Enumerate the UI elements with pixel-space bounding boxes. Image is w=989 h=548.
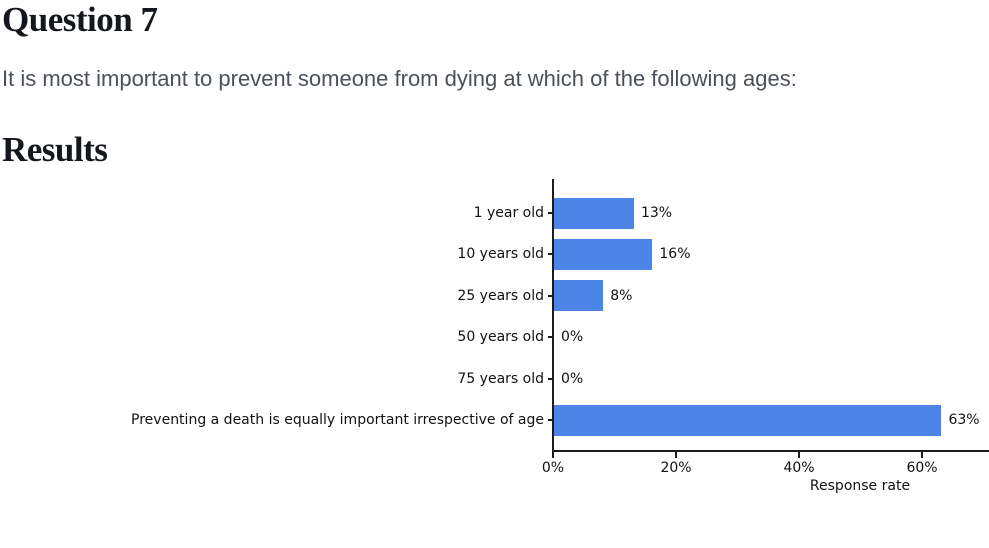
bar xyxy=(554,404,942,436)
results-title: Results xyxy=(2,130,108,169)
bar-value-label: 13% xyxy=(640,205,673,221)
category-label: 25 years old xyxy=(457,287,544,304)
y-tick-mark xyxy=(548,377,552,380)
x-tick-label: 20% xyxy=(660,460,692,476)
y-axis-line xyxy=(552,179,554,452)
category-label: 50 years old xyxy=(457,329,544,346)
x-axis-title: Response rate xyxy=(809,478,911,494)
y-tick-mark xyxy=(548,253,552,256)
bar xyxy=(554,238,653,270)
category-label: 75 years old xyxy=(457,370,544,387)
y-tick-mark xyxy=(548,212,552,214)
x-tick-label: 60% xyxy=(906,460,938,476)
bar-value-label: 16% xyxy=(659,246,691,263)
category-label: Preventing a death is equally important … xyxy=(131,412,544,428)
category-label: 1 year old xyxy=(473,205,544,221)
question-text: It is most important to prevent someone … xyxy=(2,66,797,91)
bar-value-label: 8% xyxy=(610,287,633,304)
y-tick-mark xyxy=(548,419,552,421)
bar-value-label: 63% xyxy=(948,412,980,428)
x-tick-mark xyxy=(798,452,800,458)
x-tick-label: 40% xyxy=(783,460,815,476)
category-label: 10 years old xyxy=(457,246,544,263)
bar xyxy=(554,280,604,312)
page-title: Question 7 xyxy=(2,0,158,39)
bar xyxy=(554,197,634,229)
bar-value-label: 0% xyxy=(561,329,584,346)
x-axis-line xyxy=(552,450,989,452)
y-tick-mark xyxy=(548,336,552,339)
x-tick-mark xyxy=(921,452,923,458)
x-tick-label: 0% xyxy=(541,460,565,476)
x-tick-mark xyxy=(552,452,554,458)
x-tick-mark xyxy=(675,452,677,458)
y-tick-mark xyxy=(548,294,552,297)
bar-value-label: 0% xyxy=(561,370,584,387)
